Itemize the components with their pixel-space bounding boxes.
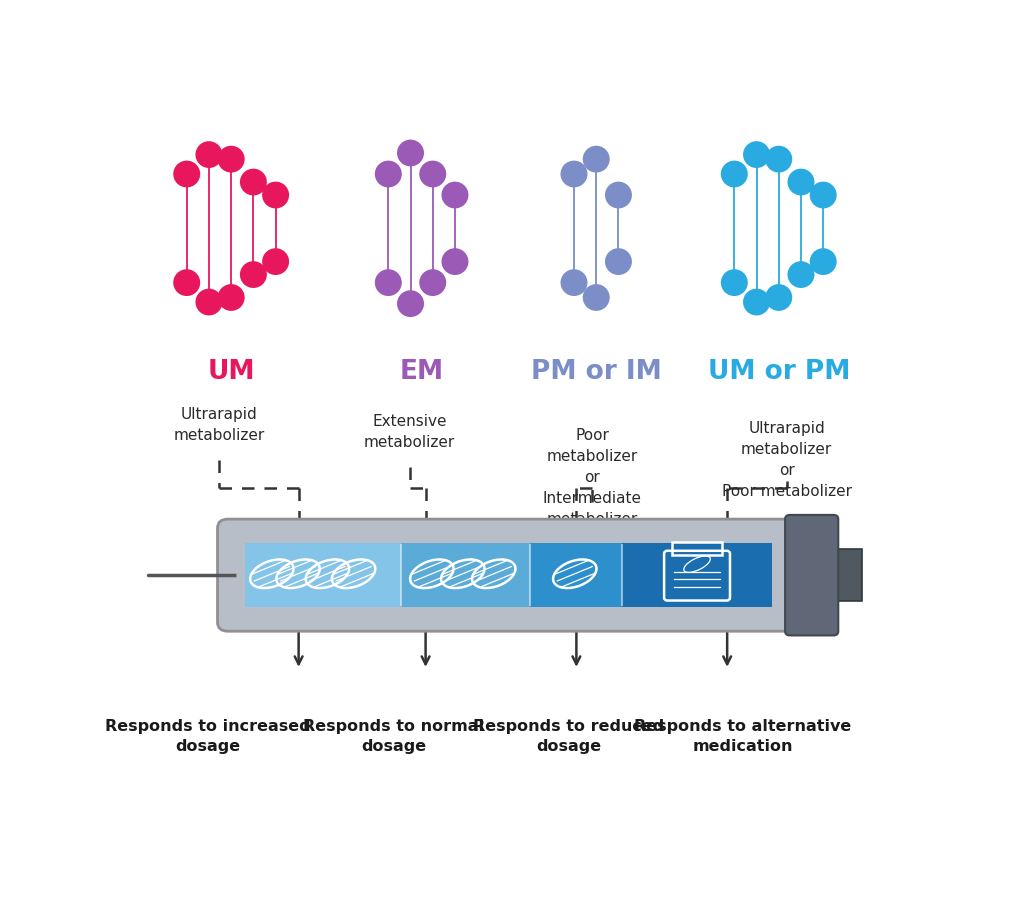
Ellipse shape	[441, 248, 468, 275]
Ellipse shape	[218, 146, 245, 173]
Bar	[623, 543, 772, 607]
Ellipse shape	[196, 141, 222, 168]
Text: Ultrarapid
metabolizer: Ultrarapid metabolizer	[174, 407, 265, 443]
Text: Responds to alternative
medication: Responds to alternative medication	[635, 719, 852, 753]
Text: Responds to normal
dosage: Responds to normal dosage	[303, 719, 484, 753]
Ellipse shape	[419, 160, 446, 187]
Ellipse shape	[721, 160, 748, 187]
Text: EM: EM	[399, 359, 443, 385]
Ellipse shape	[810, 248, 837, 275]
Ellipse shape	[441, 182, 468, 208]
Ellipse shape	[583, 146, 609, 173]
Ellipse shape	[196, 288, 222, 316]
Text: Poor
metabolizer
or
Intermediate
metabolizer: Poor metabolizer or Intermediate metabol…	[543, 428, 642, 527]
Ellipse shape	[721, 269, 748, 296]
Text: Responds to reduced
dosage: Responds to reduced dosage	[473, 719, 665, 753]
Ellipse shape	[397, 139, 424, 167]
Ellipse shape	[787, 168, 814, 196]
Ellipse shape	[810, 182, 837, 208]
FancyBboxPatch shape	[217, 519, 801, 632]
Ellipse shape	[419, 269, 446, 296]
Ellipse shape	[583, 284, 609, 311]
Ellipse shape	[262, 248, 289, 275]
Ellipse shape	[605, 248, 632, 275]
Ellipse shape	[765, 284, 793, 311]
Bar	[246, 543, 401, 607]
FancyBboxPatch shape	[785, 515, 839, 635]
Ellipse shape	[240, 261, 267, 288]
Ellipse shape	[218, 284, 245, 311]
Ellipse shape	[173, 160, 201, 187]
Ellipse shape	[560, 160, 588, 187]
Ellipse shape	[743, 141, 770, 168]
Ellipse shape	[375, 269, 401, 296]
Bar	[401, 543, 530, 607]
Ellipse shape	[375, 160, 401, 187]
Ellipse shape	[397, 290, 424, 317]
Bar	[831, 549, 862, 602]
Ellipse shape	[743, 288, 770, 316]
Text: Responds to increased
dosage: Responds to increased dosage	[104, 719, 310, 753]
Ellipse shape	[787, 261, 814, 288]
Ellipse shape	[262, 182, 289, 208]
Text: UM: UM	[208, 359, 255, 385]
Ellipse shape	[605, 182, 632, 208]
Text: PM or IM: PM or IM	[530, 359, 662, 385]
Ellipse shape	[765, 146, 793, 173]
Text: UM or PM: UM or PM	[708, 359, 850, 385]
Bar	[672, 542, 722, 555]
Ellipse shape	[173, 269, 201, 296]
Bar	[530, 543, 623, 607]
Text: Ultrarapid
metabolizer
or
Poor metabolizer: Ultrarapid metabolizer or Poor metaboliz…	[722, 421, 852, 499]
Ellipse shape	[560, 269, 588, 296]
Text: Extensive
metabolizer: Extensive metabolizer	[365, 414, 456, 450]
Ellipse shape	[240, 168, 267, 196]
